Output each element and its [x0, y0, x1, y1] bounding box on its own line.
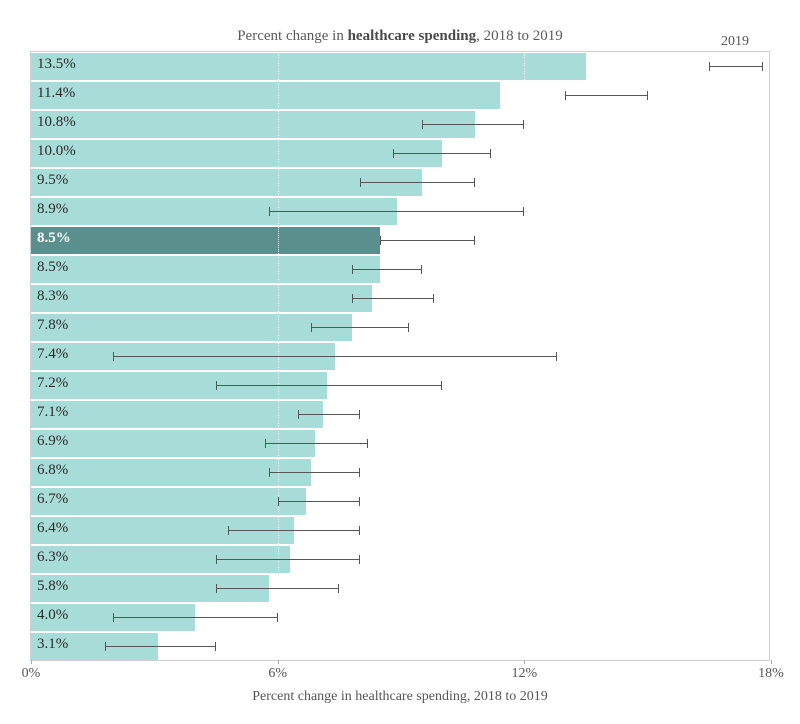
error-bar: [216, 385, 442, 386]
bar-row: 13.5%: [31, 52, 771, 81]
error-bar: [216, 559, 360, 560]
bar-row: 6.8%: [31, 458, 771, 487]
error-bar: [565, 95, 647, 96]
error-bar: [709, 66, 762, 67]
error-bar: [113, 617, 277, 618]
bar-value-label: 9.5%: [37, 172, 68, 189]
bar-row: 10.8%: [31, 110, 771, 139]
error-bar: [352, 269, 422, 270]
bar-row: 7.2%: [31, 371, 771, 400]
error-bar: [113, 356, 557, 357]
chart-container: Percent change in healthcare spending, 2…: [0, 0, 800, 724]
error-bar: [311, 327, 410, 328]
bar-value-label: 6.3%: [37, 549, 68, 566]
bar-value-label: 10.0%: [37, 143, 76, 160]
bar-value-label: 8.5%: [37, 230, 71, 247]
bar-row: 8.3%: [31, 284, 771, 313]
error-bar: [352, 298, 434, 299]
error-bar: [269, 472, 359, 473]
bar-value-label: 6.7%: [37, 491, 68, 508]
bar: [31, 53, 586, 80]
bar: [31, 82, 500, 109]
bar-value-label: 13.5%: [37, 56, 76, 73]
error-bar: [298, 414, 360, 415]
year-badge: 2019: [721, 34, 749, 50]
bar-value-label: 8.3%: [37, 288, 68, 305]
bar-row: 6.7%: [31, 487, 771, 516]
error-bar: [265, 443, 368, 444]
error-bar: [269, 211, 524, 212]
x-axis-title: Percent change in healthcare spending, 2…: [31, 689, 769, 705]
error-bar: [228, 530, 360, 531]
bar-row: 11.4%: [31, 81, 771, 110]
bar-value-label: 10.8%: [37, 114, 76, 131]
bar-row: 6.3%: [31, 545, 771, 574]
bar: [31, 285, 372, 312]
bar-row: 5.8%: [31, 574, 771, 603]
error-bar: [105, 646, 216, 647]
bar-row: 6.9%: [31, 429, 771, 458]
bar: [31, 227, 380, 254]
bar-row: 3.1%: [31, 632, 771, 661]
x-tick-label: 12%: [511, 666, 537, 682]
bar-value-label: 6.4%: [37, 520, 68, 537]
bar-value-label: 3.1%: [37, 636, 68, 653]
title-bold: healthcare spending: [348, 28, 477, 44]
x-tick-label: 0%: [22, 666, 41, 682]
error-bar: [393, 153, 492, 154]
plot-area: 2019 Percent change in healthcare spendi…: [30, 51, 770, 661]
bar-value-label: 11.4%: [37, 85, 75, 102]
bar-value-label: 7.1%: [37, 404, 68, 421]
bar-value-label: 7.8%: [37, 317, 68, 334]
title-suffix: , 2018 to 2019: [476, 28, 563, 44]
error-bar: [216, 588, 339, 589]
bar-row: 10.0%: [31, 139, 771, 168]
bar: [31, 401, 323, 428]
bar-value-label: 8.9%: [37, 201, 68, 218]
bar-value-label: 7.4%: [37, 346, 68, 363]
chart-title: Percent change in healthcare spending, 2…: [30, 28, 770, 45]
error-bar: [422, 124, 525, 125]
error-bar: [380, 240, 475, 241]
bar-value-label: 7.2%: [37, 375, 68, 392]
bar-row: 8.5%: [31, 226, 771, 255]
bar-row: 7.8%: [31, 313, 771, 342]
bar: [31, 488, 306, 515]
bar-value-label: 4.0%: [37, 607, 68, 624]
bar-row: 7.4%: [31, 342, 771, 371]
x-tick-label: 6%: [268, 666, 287, 682]
bar-value-label: 8.5%: [37, 259, 68, 276]
error-bar: [278, 501, 360, 502]
error-bar: [360, 182, 475, 183]
bar: [31, 314, 352, 341]
bar-value-label: 5.8%: [37, 578, 68, 595]
bar-row: 6.4%: [31, 516, 771, 545]
x-tick-label: 18%: [758, 666, 784, 682]
bar-value-label: 6.9%: [37, 433, 68, 450]
bar-row: 4.0%: [31, 603, 771, 632]
bar-row: 8.9%: [31, 197, 771, 226]
bar-value-label: 6.8%: [37, 462, 68, 479]
bar-row: 8.5%: [31, 255, 771, 284]
bar-row: 7.1%: [31, 400, 771, 429]
bar: [31, 111, 475, 138]
bar-row: 9.5%: [31, 168, 771, 197]
bar: [31, 140, 442, 167]
title-prefix: Percent change in: [237, 28, 347, 44]
x-tick-mark: [771, 660, 772, 664]
bar: [31, 256, 380, 283]
